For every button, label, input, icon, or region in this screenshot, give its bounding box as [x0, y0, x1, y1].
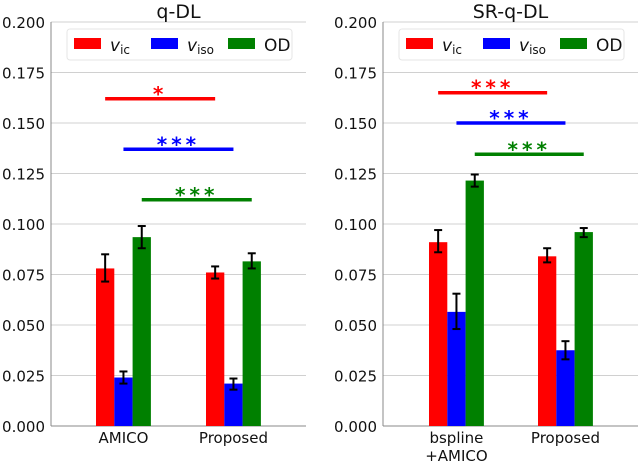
- bar-v_ic-1: [206, 272, 225, 426]
- chart-title: q-DL: [156, 1, 201, 23]
- legend-label-OD: OD: [264, 36, 290, 56]
- legend: vic viso OD: [66, 28, 293, 61]
- y-tick-label: 0.025: [2, 368, 45, 386]
- legend-swatch-v_ic: [406, 38, 433, 49]
- bar-v_ic-1: [538, 256, 557, 426]
- y-tick-label: 0.125: [334, 166, 377, 184]
- bar-v_iso-0: [114, 377, 133, 426]
- bar-v_ic-0: [429, 242, 448, 426]
- significance-stars: *: [153, 82, 167, 106]
- legend-label-v_iso: viso: [187, 36, 214, 57]
- y-tick-label: 0.150: [2, 115, 45, 133]
- legend-swatch-OD: [560, 38, 587, 49]
- y-tick-label: 0.075: [334, 267, 377, 285]
- legend-label-sub: ic: [452, 43, 462, 57]
- legend-label-main: v: [519, 36, 530, 56]
- bar-OD-0: [132, 237, 151, 426]
- y-tick-label: 0.050: [2, 317, 45, 335]
- legend-label-v_ic: vic: [110, 36, 130, 57]
- legend-label-sub: ic: [120, 43, 130, 57]
- legend-label-v_iso: viso: [519, 36, 546, 57]
- x-tick-line: Proposed: [199, 429, 268, 447]
- significance-stars: ***: [471, 76, 514, 100]
- legend-swatch-v_iso: [483, 38, 510, 49]
- significance-stars: ***: [508, 137, 551, 161]
- chart-title: SR-q-DL: [473, 1, 549, 23]
- y-tick-label: 0.150: [334, 115, 377, 133]
- legend-swatch-OD: [228, 38, 255, 49]
- significance-stars: ***: [175, 183, 218, 207]
- legend-swatch-v_ic: [74, 38, 101, 49]
- legend-label-main: v: [187, 36, 198, 56]
- bar-v_iso-1: [556, 350, 575, 426]
- legend-label-main: OD: [264, 36, 290, 56]
- significance-stars: ***: [489, 106, 532, 130]
- x-tick-line: +AMICO: [425, 447, 487, 465]
- y-tick-label: 0.200: [2, 14, 45, 32]
- bar-OD-0: [465, 180, 484, 426]
- legend-label-main: v: [442, 36, 453, 56]
- legend-label-main: v: [110, 36, 121, 56]
- y-tick-label: 0.000: [2, 418, 45, 436]
- y-tick-label: 0.025: [334, 368, 377, 386]
- x-tick-label: AMICO: [98, 429, 148, 447]
- legend-box: [66, 28, 293, 61]
- y-tick-label: 0.175: [334, 65, 377, 83]
- y-tick-label: 0.200: [334, 14, 377, 32]
- bar-v_iso-0: [447, 311, 466, 426]
- legend-label-sub: iso: [529, 43, 546, 57]
- y-tick-label: 0.075: [2, 267, 45, 285]
- bar-v_iso-1: [224, 383, 243, 426]
- x-tick-label: Proposed: [531, 429, 600, 447]
- legend-swatch-v_iso: [151, 38, 178, 49]
- panel-1: 0.000 0.025 0.050 0.075 0.100 0.125 0.150 0.175…: [2, 1, 306, 447]
- legend-label-main: OD: [596, 36, 622, 56]
- x-tick-line: Proposed: [531, 429, 600, 447]
- y-tick-label: 0.100: [334, 216, 377, 234]
- x-tick-line: bspline: [429, 429, 483, 447]
- y-tick-label: 0.125: [2, 166, 45, 184]
- x-tick-label: bspline +AMICO: [425, 429, 487, 465]
- y-tick-label: 0.175: [2, 65, 45, 83]
- significance-stars: ***: [157, 132, 200, 156]
- y-tick-label: 0.050: [334, 317, 377, 335]
- y-tick-label: 0.100: [2, 216, 45, 234]
- x-tick-line: AMICO: [98, 429, 148, 447]
- panel-2: 0.000 0.025 0.050 0.075 0.100 0.125 0.150 0.175…: [334, 1, 638, 465]
- legend-label-sub: iso: [197, 43, 214, 57]
- bar-OD-1: [242, 261, 261, 426]
- legend-label-OD: OD: [596, 36, 622, 56]
- legend-box: [398, 28, 625, 61]
- legend-label-v_ic: vic: [442, 36, 462, 57]
- bar-OD-1: [574, 232, 593, 426]
- legend: vic viso OD: [398, 28, 625, 61]
- y-tick-label: 0.000: [334, 418, 377, 436]
- bar-v_ic-0: [96, 268, 115, 426]
- x-tick-label: Proposed: [199, 429, 268, 447]
